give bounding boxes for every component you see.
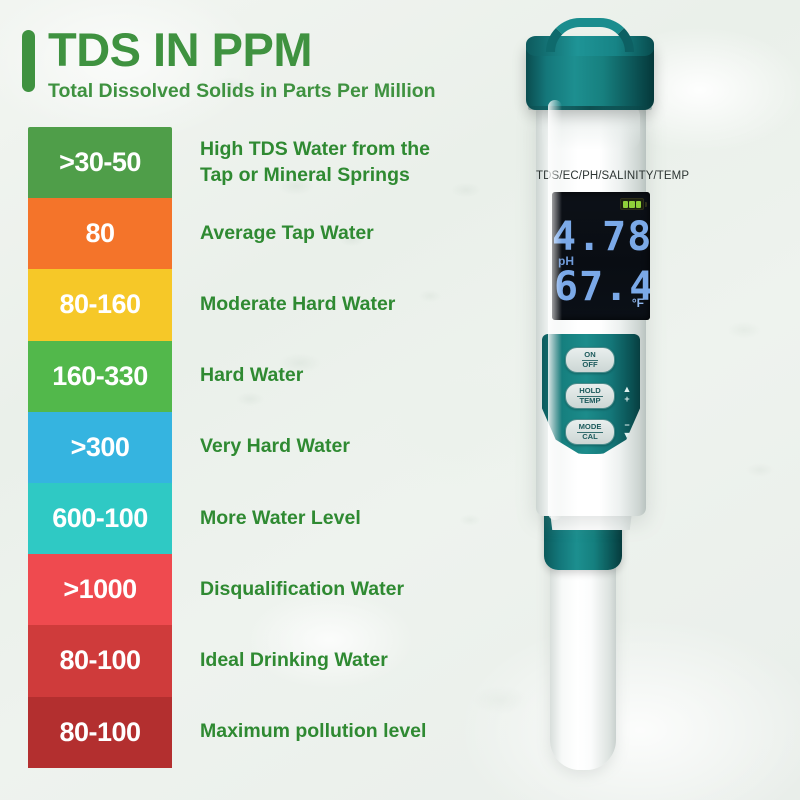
table-row: 160-330 Hard Water	[28, 340, 458, 412]
range-description: Moderate Hard Water	[200, 293, 396, 316]
range-chip: >30-50	[28, 127, 172, 199]
table-row: >30-50 High TDS Water from the Tap or Mi…	[28, 127, 458, 199]
cap-handle-loop-icon	[546, 18, 634, 52]
hold-temp-button-bottom-label: TEMP	[579, 395, 601, 405]
tds-legend-table: >30-50 High TDS Water from the Tap or Mi…	[28, 127, 458, 768]
on-off-button[interactable]: ON OFF	[565, 347, 615, 373]
table-row: 80-100 Maximum pollution level	[28, 696, 458, 768]
accent-bar	[22, 30, 35, 92]
mode-cal-button-bottom-label: CAL	[582, 431, 598, 441]
range-chip: 600-100	[28, 482, 172, 555]
page-subtitle: Total Dissolved Solids in Parts Per Mill…	[48, 80, 436, 102]
battery-cell	[629, 200, 635, 208]
down-arrow-icon: ▼	[622, 430, 632, 441]
cap-seam	[528, 106, 652, 110]
range-chip: 80	[28, 198, 172, 270]
on-off-button-bottom-label: OFF	[582, 359, 598, 369]
lcd-screen: 4.78 pH 67.4 °F	[552, 192, 650, 320]
table-row: >300 Very Hard Water	[28, 411, 458, 483]
range-chip: 80-160	[28, 269, 172, 341]
page-title: TDS IN PPM	[48, 23, 312, 76]
mode-cal-button-top-label: MODE	[576, 422, 604, 433]
faceplate-label: TDS/EC/PH/SALINITY/TEMP	[536, 170, 690, 182]
device-illustration: TDS/EC/PH/SALINITY/TEMP 4.78 pH 67.4 °F …	[470, 0, 800, 800]
on-off-button-top-label: ON	[582, 350, 598, 361]
decrement-indicator: − ▼	[621, 420, 633, 441]
battery-icon	[620, 198, 647, 210]
range-chip: 160-330	[28, 340, 172, 412]
up-arrow-icon: ▲	[622, 384, 632, 394]
table-row: 80 Average Tap Water	[28, 198, 458, 270]
range-description: Disqualification Water	[200, 577, 405, 600]
primary-reading: 4.78	[552, 214, 650, 260]
table-row: >1000 Disqualification Water	[28, 554, 458, 626]
range-description: Very Hard Water	[200, 435, 350, 458]
range-description: High TDS Water from the Tap or Mineral S…	[200, 137, 431, 186]
minus-icon: −	[624, 420, 630, 430]
table-row: 80-160 Moderate Hard Water	[28, 269, 458, 341]
mode-cal-button[interactable]: MODE CAL	[565, 419, 615, 445]
range-chip: >300	[28, 411, 172, 483]
ph-label: pH	[558, 254, 574, 268]
range-description: Hard Water	[200, 364, 304, 387]
table-row: 600-100 More Water Level	[28, 482, 458, 555]
secondary-reading: 67.4	[554, 264, 650, 310]
range-description: Maximum pollution level	[200, 720, 427, 743]
device-shoulder	[542, 104, 640, 150]
increment-indicator: ▲ +	[621, 384, 633, 405]
table-row: 80-100 Ideal Drinking Water	[28, 625, 458, 697]
range-description: Average Tap Water	[200, 221, 374, 244]
range-chip: 80-100	[28, 625, 172, 697]
temperature-unit: °F	[631, 296, 644, 310]
hold-temp-button[interactable]: HOLD TEMP	[565, 383, 615, 409]
hold-temp-button-top-label: HOLD	[577, 386, 603, 397]
plus-icon: +	[624, 394, 630, 405]
range-description: Ideal Drinking Water	[200, 649, 388, 672]
range-description: More Water Level	[200, 506, 361, 529]
range-chip: 80-100	[28, 696, 172, 768]
range-chip: >1000	[28, 554, 172, 626]
battery-cell	[636, 200, 642, 208]
battery-cell	[622, 200, 628, 208]
